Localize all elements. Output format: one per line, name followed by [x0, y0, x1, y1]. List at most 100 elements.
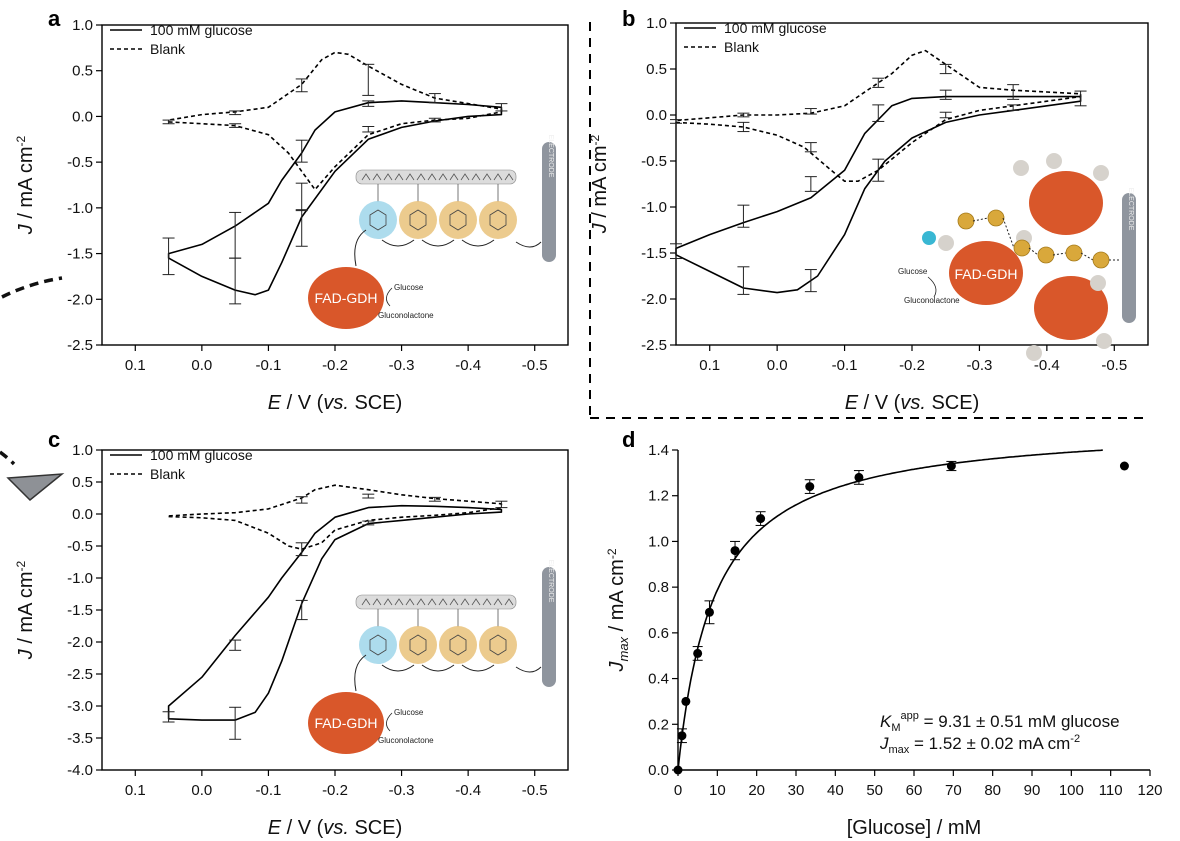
substrate-label: Glucose: [898, 267, 928, 276]
x-tick-label: 0.1: [125, 357, 146, 374]
y-tick-label: 0.5: [646, 61, 667, 78]
data-point: [704, 607, 714, 617]
data-point: [946, 461, 956, 471]
x-tick-label: 80: [984, 782, 1001, 799]
x-tick-label: -0.3: [389, 782, 415, 799]
electrode-label: ELECTRODE: [547, 135, 554, 178]
legend-label-blank: Blank: [150, 41, 186, 57]
data-point: [677, 731, 687, 741]
legend-label-glucose: 100 mM glucose: [150, 447, 253, 463]
polymer-chain-segment: [482, 173, 492, 181]
product-label: Gluconolactone: [378, 311, 434, 320]
reduced-mediator-icon: [922, 231, 936, 245]
electrode-label: ELECTRODE: [1127, 188, 1134, 231]
polymer-chain-segment: [416, 173, 426, 181]
fit-curve: [677, 449, 1103, 771]
y-axis-title-symbol: J: [15, 223, 37, 235]
x-axis-title-text: / V (: [281, 817, 324, 839]
legend-label-glucose: 100 mM glucose: [724, 20, 827, 36]
polymer-backbone: [355, 169, 517, 185]
series-blank-loop: [167, 51, 503, 191]
polymer-chain-segment: [416, 598, 426, 606]
km-sub: M: [891, 722, 900, 734]
jmax-value: = 1.52 ± 0.02 mA cm: [909, 734, 1070, 753]
x-axis-title-text: / V (: [281, 392, 324, 414]
ring-icon: [369, 209, 387, 231]
curved-arrow-path: [1, 276, 63, 299]
x-axis-title: E / V (vs. SCE): [268, 392, 402, 414]
electrode-icon: [542, 567, 556, 687]
data-point: [805, 482, 815, 492]
reaction-arrow: [386, 712, 393, 732]
km-annotation: KMapp = 9.31 ± 0.51 mM glucose: [880, 710, 1120, 734]
sphere-icon: [1096, 333, 1112, 349]
y-axis-title-sup: -2: [588, 134, 602, 145]
y-tick-label: -3.0: [67, 698, 93, 715]
polymer-chain-segment: [405, 598, 415, 606]
mediator-icon: [399, 626, 437, 664]
polymer-chain-segment: [372, 173, 382, 181]
x-tick-label: -0.4: [455, 782, 481, 799]
polymer-chain-segment: [471, 598, 481, 606]
product-label: Gluconolactone: [904, 296, 960, 305]
y-tick-label: 0.4: [648, 671, 669, 688]
panel-letter: a: [48, 6, 61, 31]
reaction-arrow: [927, 276, 937, 298]
enzyme-electron-arrow: [354, 654, 367, 692]
legend-label-blank: Blank: [150, 466, 186, 482]
y-axis-title-sub: max: [616, 636, 631, 661]
substrate-label: Glucose: [394, 708, 424, 717]
x-tick-label: 40: [827, 782, 844, 799]
x-tick-label: 0.1: [125, 782, 146, 799]
x-tick-label: 70: [945, 782, 962, 799]
y-tick-label: 1.2: [648, 488, 669, 505]
x-axis-title-symbol: E: [268, 392, 282, 414]
enzyme-electron-arrow: [354, 229, 367, 267]
data-point: [1119, 461, 1129, 471]
enzyme-label: FAD-GDH: [955, 266, 1018, 282]
x-tick-label: -0.1: [255, 357, 281, 374]
enzyme-label: FAD-GDH: [315, 715, 378, 731]
x-tick-label: -0.3: [389, 357, 415, 374]
mediator-icon: [957, 212, 975, 230]
polymer-chain-segment: [493, 173, 503, 181]
legend-label-blank: Blank: [724, 39, 760, 55]
electron-hop-arrow: [461, 239, 495, 247]
data-point: [854, 472, 864, 482]
electrode-label: ELECTRODE: [547, 560, 554, 603]
sphere-icon: [1013, 160, 1029, 176]
x-tick-label: -0.5: [522, 357, 548, 374]
x-axis-title-text: SCE): [349, 817, 402, 839]
x-tick-label: -0.5: [1101, 357, 1127, 374]
x-axis-title: E / V (vs. SCE): [845, 392, 979, 414]
y-tick-label: -2.0: [67, 634, 93, 651]
polymer-chain-segment: [438, 173, 448, 181]
y-axis-title-text: / mA cm: [15, 146, 37, 224]
ring-icon: [489, 634, 507, 656]
panel-letter: b: [622, 6, 635, 31]
y-tick-label: 0.0: [72, 506, 93, 523]
x-tick-label: 110: [1099, 782, 1123, 799]
x-tick-label: -0.1: [832, 357, 858, 374]
polymer-chain-segment: [460, 598, 470, 606]
x-axis-title-vs: vs.: [900, 392, 926, 414]
x-tick-label: 60: [906, 782, 923, 799]
electron-hop-arrow: [421, 664, 455, 672]
mediator-icon: [987, 209, 1005, 227]
y-tick-label: 0.0: [646, 107, 667, 124]
panel-letter: d: [622, 427, 635, 452]
polymer-chain-segment: [372, 598, 382, 606]
electron-hop-arrow: [381, 664, 415, 672]
x-axis-title-text: SCE): [926, 392, 979, 414]
x-tick-label: 0.1: [699, 357, 720, 374]
y-tick-label: -1.5: [641, 245, 667, 262]
curved-arrow-tail: [0, 450, 16, 466]
panel-a: 0.1 0.0 -0.1 -0.2 -0.3 -0.4 -0.5 1.0 0.5 0.0 -0.5 -…: [14, 6, 569, 414]
x-tick-label: 90: [1024, 782, 1041, 799]
x-tick-label: 0: [674, 782, 682, 799]
x-tick-label: 120: [1137, 782, 1162, 799]
electron-transfer-arrow: [515, 666, 542, 673]
ring-icon: [409, 634, 427, 656]
product-label: Gluconolactone: [378, 736, 434, 745]
